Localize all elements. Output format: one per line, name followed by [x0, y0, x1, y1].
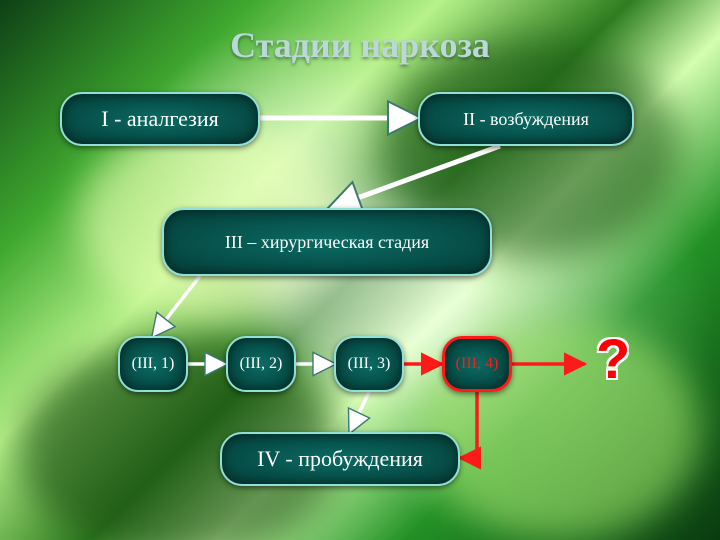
node-stage-3-3: (III, 3)	[334, 336, 404, 392]
node-label: (III, 3)	[348, 355, 391, 373]
node-stage-2: II - возбуждения	[418, 92, 634, 146]
node-label: IV - пробуждения	[257, 446, 423, 471]
node-stage-3-2: (III, 2)	[226, 336, 296, 392]
node-stage-4: IV - пробуждения	[220, 432, 460, 486]
question-mark-icon: ?	[596, 326, 630, 391]
node-label: (III, 1)	[132, 355, 175, 373]
node-stage-1: I - аналгезия	[60, 92, 260, 146]
page-title: Стадии наркоза	[0, 24, 720, 66]
node-label: (III, 2)	[240, 355, 283, 373]
node-label: I - аналгезия	[101, 106, 218, 131]
diagram-canvas: Стадии наркоза I - аналгезия II - возбуж…	[0, 0, 720, 540]
node-stage-3-4-danger: (III, 4)	[442, 336, 512, 392]
node-label: II - возбуждения	[463, 109, 589, 130]
node-label: (III, 4)	[456, 355, 499, 373]
node-stage-3: III – хирургическая стадия	[162, 208, 492, 276]
node-stage-3-1: (III, 1)	[118, 336, 188, 392]
node-label: III – хирургическая стадия	[225, 232, 429, 253]
edge-arrow	[350, 392, 369, 432]
